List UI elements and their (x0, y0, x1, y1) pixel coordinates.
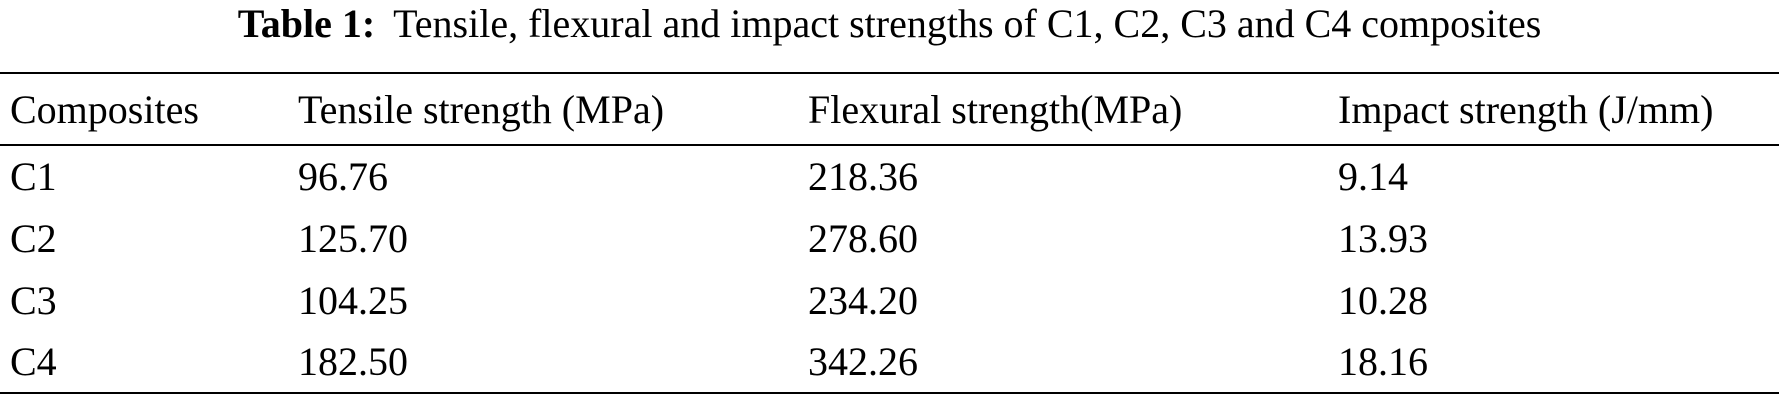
cell-composite: C4 (0, 331, 288, 394)
table-row: C1 96.76 218.36 9.14 (0, 145, 1779, 207)
cell-impact: 10.28 (1338, 277, 1428, 323)
table-caption: Table 1: Tensile, flexural and impact str… (0, 0, 1779, 48)
cell-flexural: 218.36 (808, 154, 918, 199)
table-caption-text: Tensile, flexural and impact strengths o… (393, 1, 1542, 46)
cell-composite: C2 (10, 215, 57, 261)
table-caption-label: Table 1: (237, 1, 376, 46)
cell-tensile: 104.25 (298, 277, 408, 323)
cell-composite: C3 (10, 277, 57, 323)
cell-tensile: 125.70 (298, 215, 408, 261)
cell-flexural: 234.20 (808, 277, 918, 323)
cell-tensile: 96.76 (298, 154, 388, 199)
cell-impact: 18.16 (1328, 331, 1779, 394)
table-row: C4 182.50 342.26 18.16 (0, 331, 1779, 394)
header-tensile-strength: Tensile strength (MPa) (288, 72, 798, 146)
cell-tensile: 182.50 (288, 331, 798, 394)
cell-impact: 9.14 (1338, 154, 1408, 199)
data-table: Composites Tensile strength (MPa) Flexur… (0, 72, 1779, 394)
table-row: C2 125.70 278.60 13.93 (0, 207, 1779, 269)
table-row: C3 104.25 234.20 10.28 (0, 269, 1779, 331)
header-flexural-strength: Flexural strength(MPa) (798, 72, 1328, 146)
header-composites: Composites (0, 72, 288, 146)
header-impact-strength: Impact strength (J/mm) (1328, 72, 1779, 146)
cell-impact: 13.93 (1338, 215, 1428, 261)
cell-flexural: 342.26 (798, 331, 1328, 394)
table-header-row: Composites Tensile strength (MPa) Flexur… (0, 72, 1779, 146)
cell-composite: C1 (10, 154, 57, 199)
cell-flexural: 278.60 (808, 215, 918, 261)
